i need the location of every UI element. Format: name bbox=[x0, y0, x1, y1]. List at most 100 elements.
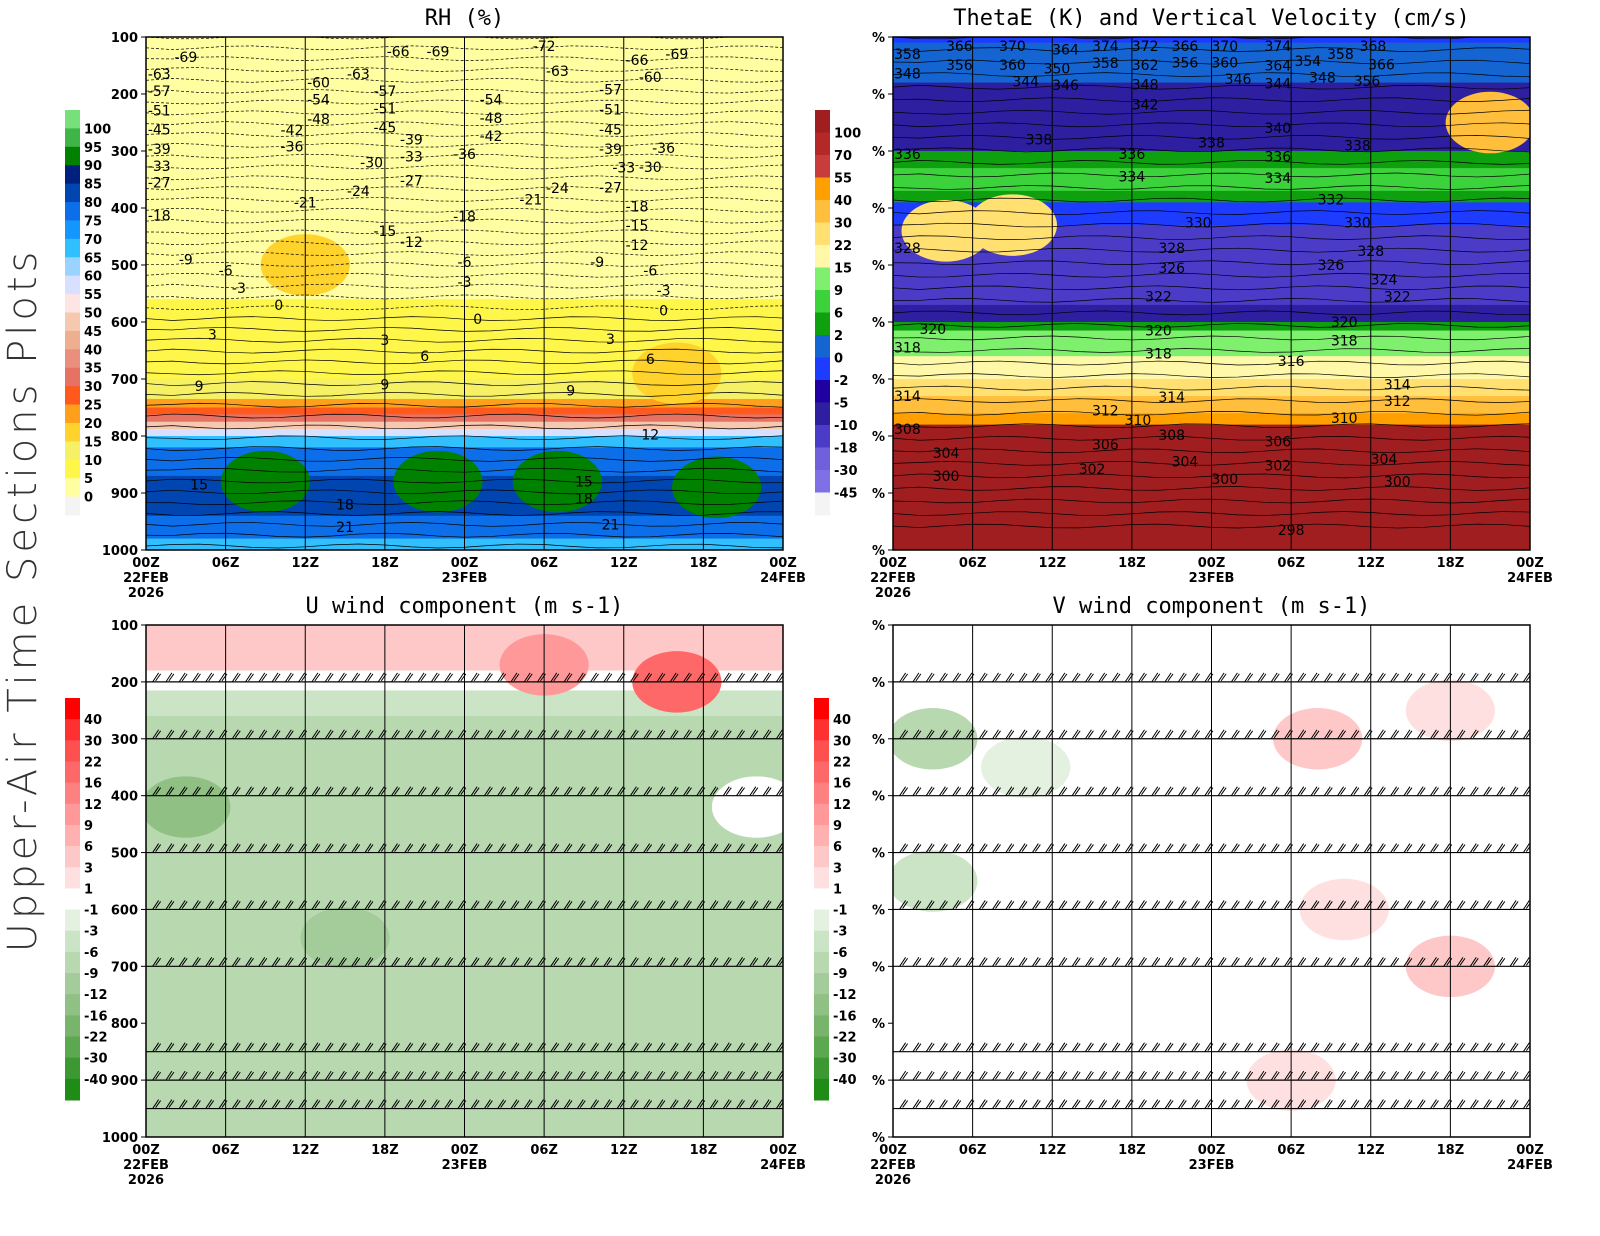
wind-barb bbox=[483, 900, 493, 910]
x-date-label: 22FEB bbox=[870, 1158, 916, 1173]
wind-barb bbox=[925, 843, 935, 853]
contour-label: 360 bbox=[1211, 56, 1238, 72]
wind-barb bbox=[192, 843, 201, 853]
wind-barb bbox=[298, 900, 308, 910]
wind-barb bbox=[523, 1042, 533, 1052]
x-tick-label: 12Z bbox=[1357, 556, 1385, 571]
wind-barb bbox=[1204, 900, 1214, 910]
x-tick-label: 06Z bbox=[1277, 1143, 1305, 1158]
colorbar-swatch bbox=[65, 930, 80, 953]
y-tick-label: 200 bbox=[111, 676, 138, 691]
contour-label: -9 bbox=[590, 255, 604, 271]
wind-barb bbox=[722, 900, 732, 910]
x-tick-label: 00Z bbox=[1516, 1143, 1544, 1158]
wind-barb bbox=[722, 1099, 732, 1109]
contour-label: 370 bbox=[999, 39, 1026, 55]
field-blob bbox=[220, 450, 311, 513]
wind-barb bbox=[1018, 1099, 1028, 1109]
wind-barb bbox=[1270, 729, 1280, 740]
colorbar-swatch bbox=[65, 294, 80, 313]
contour-label: -66 bbox=[387, 44, 410, 60]
y-tick-label: 900 bbox=[111, 487, 138, 502]
contour-label: -48 bbox=[307, 112, 330, 128]
colorbar-swatch bbox=[814, 867, 829, 889]
wind-barb bbox=[1270, 843, 1280, 853]
wind-barb bbox=[603, 1099, 613, 1109]
wind-barb bbox=[736, 1070, 745, 1081]
wind-barb bbox=[1085, 1099, 1094, 1109]
wind-barb bbox=[656, 900, 666, 910]
contour-label: 21 bbox=[336, 520, 354, 536]
contour-label: -72 bbox=[533, 39, 556, 55]
contour-label: 348 bbox=[894, 67, 921, 83]
wind-barb bbox=[762, 1099, 772, 1109]
wind-barb bbox=[338, 672, 347, 683]
wind-barb bbox=[1337, 843, 1346, 853]
wind-barb bbox=[1522, 843, 1530, 853]
wind-barb bbox=[709, 1042, 719, 1052]
contour-line bbox=[146, 153, 783, 159]
wind-barb bbox=[1270, 957, 1280, 967]
colorbar-label: 5 bbox=[84, 472, 93, 487]
wind-barb bbox=[1124, 1042, 1134, 1052]
wind-barb bbox=[1496, 957, 1506, 967]
wind-barb bbox=[683, 900, 692, 910]
colorbar-label: 22 bbox=[834, 239, 852, 254]
x-tick-label: 18Z bbox=[690, 1143, 718, 1158]
wind-barb bbox=[1310, 672, 1320, 683]
colorbar-label: 2 bbox=[834, 329, 843, 344]
x-tick-label: 12Z bbox=[1357, 1143, 1385, 1158]
colorbar-swatch bbox=[814, 846, 829, 868]
wind-barb bbox=[231, 957, 241, 967]
wind-barb bbox=[444, 1099, 454, 1109]
wind-barb bbox=[444, 729, 454, 740]
contour-line bbox=[893, 37, 1483, 40]
wind-barb bbox=[1297, 672, 1307, 683]
wind-barb bbox=[1469, 729, 1479, 740]
wind-barb bbox=[1204, 1070, 1214, 1081]
contour-line bbox=[146, 240, 783, 246]
wind-barb bbox=[762, 900, 772, 910]
wind-barb bbox=[1138, 672, 1147, 683]
wind-barb bbox=[152, 729, 162, 740]
wind-barb bbox=[231, 843, 241, 853]
contour-label: 330 bbox=[1185, 215, 1212, 231]
contour-line bbox=[146, 121, 783, 126]
wind-barb bbox=[377, 786, 387, 796]
wind-barb bbox=[899, 672, 909, 683]
wind-barb bbox=[377, 957, 387, 967]
wind-barb bbox=[696, 1099, 706, 1109]
wind-barb bbox=[1085, 786, 1094, 796]
x-date-label: 22FEB bbox=[123, 1158, 169, 1173]
wind-barb bbox=[643, 729, 653, 740]
colorbar-label: -9 bbox=[84, 967, 98, 982]
x-date-label: 23FEB bbox=[1189, 571, 1235, 586]
wind-barb bbox=[576, 786, 586, 796]
wind-barb bbox=[1071, 1042, 1081, 1052]
wind-barb bbox=[1509, 672, 1519, 683]
colorbar-swatch bbox=[65, 110, 80, 129]
wind-barb bbox=[457, 1042, 467, 1052]
wind-barb bbox=[523, 1070, 533, 1081]
wind-barb bbox=[338, 900, 347, 910]
wind-barb bbox=[178, 729, 188, 740]
contour-label: 328 bbox=[1357, 244, 1384, 260]
wind-barb bbox=[444, 786, 454, 796]
colorbar-label: -3 bbox=[84, 925, 98, 940]
wind-barb bbox=[404, 1099, 414, 1109]
x-tick-label: 00Z bbox=[1516, 556, 1544, 571]
wind-barb bbox=[1443, 786, 1453, 796]
colorbar-label: 100 bbox=[84, 122, 111, 137]
wind-barb bbox=[992, 672, 1001, 683]
y-tick-label: 800 bbox=[111, 1017, 138, 1032]
contour-line bbox=[146, 251, 783, 256]
wind-barb bbox=[925, 957, 935, 967]
wind-barb bbox=[952, 729, 962, 740]
wind-barb bbox=[1177, 1042, 1187, 1052]
contour-label: -18 bbox=[148, 208, 171, 224]
wind-barb bbox=[1164, 729, 1174, 740]
wind-barb bbox=[576, 729, 586, 740]
colorbar-label: 10 bbox=[84, 454, 102, 469]
wind-barb bbox=[284, 786, 294, 796]
wind-barb bbox=[1496, 786, 1506, 796]
